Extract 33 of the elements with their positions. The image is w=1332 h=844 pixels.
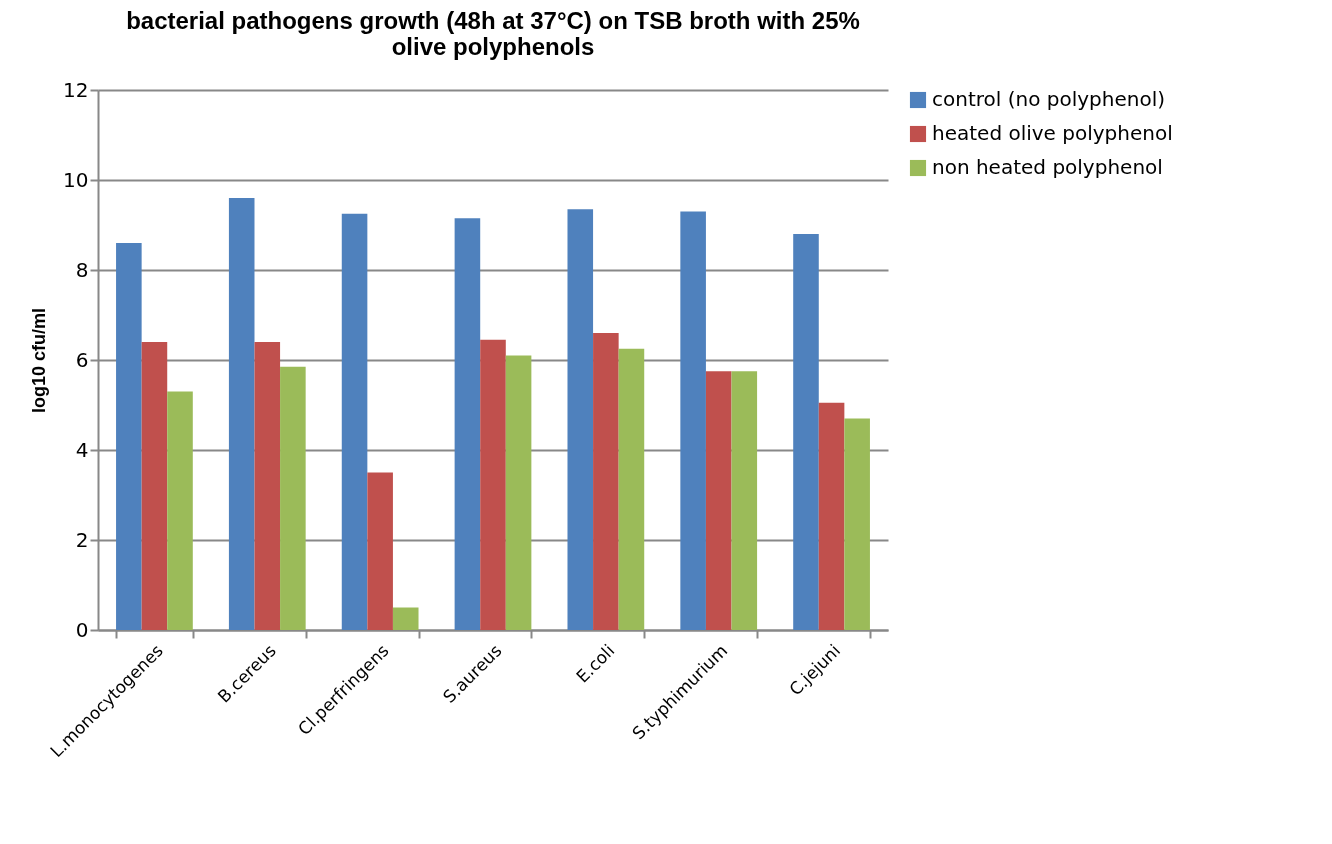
legend-label: non heated polyphenol [932,155,1163,179]
bar [618,348,645,630]
bar [680,211,706,630]
y-tick-label: 0 [75,617,89,642]
bar [505,355,532,630]
bar [116,243,142,630]
y-tick-label: 10 [63,167,89,192]
bar [280,366,306,630]
legend-label: heated olive polyphenol [932,121,1173,145]
bar [392,607,419,630]
bar [818,402,845,630]
bar [844,418,870,630]
bar [141,342,168,630]
bar [731,371,758,630]
bar [167,391,193,630]
bar [454,218,481,630]
bar [705,371,732,630]
bar [793,234,819,630]
y-axis-title: log10 cfu/ml [29,307,50,414]
y-tick-label: 2 [75,527,89,552]
bar [480,339,506,630]
legend-label: control (no polyphenol) [932,87,1166,111]
bar [254,342,281,630]
chart-title: bacterial pathogens growth (48h at 37°C) on TSB broth with 25% olive polyphenols [126,7,860,60]
bar [367,472,393,630]
bar [593,333,619,630]
y-tick-label: 6 [75,347,89,372]
bar [228,198,255,630]
y-tick-label: 8 [75,257,89,282]
y-tick-label: 4 [75,437,89,462]
bar [567,209,594,630]
y-tick-label: 12 [63,77,89,102]
bar [341,213,368,630]
